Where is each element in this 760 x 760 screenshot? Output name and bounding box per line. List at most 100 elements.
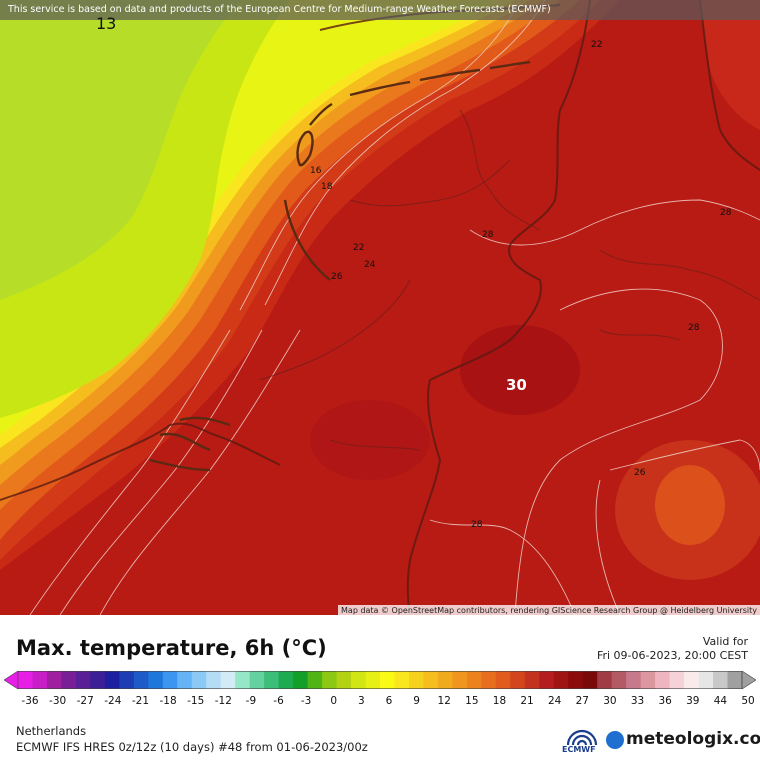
legend-swatch — [351, 671, 367, 689]
legend-tick-label: 15 — [465, 695, 479, 707]
legend-arrow-left — [4, 671, 19, 689]
legend-tick-label: -36 — [21, 695, 39, 707]
legend-tick-label: 33 — [630, 695, 645, 707]
legend-swatch — [177, 671, 193, 689]
legend-swatch — [220, 671, 236, 689]
legend-tick-label: 18 — [492, 695, 507, 707]
contour-label: 28 — [720, 208, 732, 218]
legend-swatch — [597, 671, 613, 689]
ecmwf-logo-icon[interactable] — [560, 717, 604, 757]
temperature-map[interactable]: This service is based on data and produc… — [0, 0, 760, 615]
legend-swatch — [75, 671, 91, 689]
temperature-field — [0, 0, 760, 615]
legend-swatch — [568, 671, 584, 689]
legend-swatch — [336, 671, 352, 689]
legend-swatch — [698, 671, 714, 689]
legend-swatch — [32, 671, 48, 689]
legend-tick-label: -12 — [214, 695, 232, 707]
legend-swatch — [380, 671, 395, 689]
legend-frame — [17, 671, 743, 689]
legend-swatch — [206, 671, 222, 689]
contour-label: 24 — [364, 260, 376, 270]
contour-label: 18 — [321, 182, 333, 192]
legend-swatch — [640, 671, 656, 689]
legend-swatch — [191, 671, 207, 689]
legend-tick-label: 0 — [330, 695, 338, 707]
legend-swatch — [495, 671, 511, 689]
legend-swatch — [307, 671, 323, 689]
legend-tick-label: 27 — [575, 695, 589, 707]
legend-tick-label: -27 — [76, 695, 94, 707]
contour-label: 22 — [591, 40, 603, 50]
contour-label: 26 — [331, 272, 343, 282]
legend-arrow-right — [741, 671, 756, 689]
contour-label: 16 — [310, 166, 322, 176]
legend-swatch — [90, 671, 106, 689]
legend-swatch — [437, 671, 453, 689]
legend-tick-label: -3 — [300, 695, 312, 707]
legend-tick-label: -30 — [49, 695, 67, 707]
legend-swatch — [249, 671, 265, 689]
legend-swatch — [582, 671, 598, 689]
legend-swatch — [684, 671, 700, 689]
legend-swatch — [423, 671, 439, 689]
legend-swatch — [539, 671, 555, 689]
legend-tick-label: 21 — [520, 695, 534, 707]
legend-tick-label: 44 — [713, 695, 728, 707]
legend-swatch — [278, 671, 294, 689]
legend-swatch — [104, 671, 120, 689]
legend-swatch — [133, 671, 149, 689]
legend-swatch — [46, 671, 62, 689]
legend-swatch — [510, 671, 526, 689]
legend-tick-label: 24 — [548, 695, 562, 707]
legend-swatch — [553, 671, 569, 689]
legend-swatch — [162, 671, 178, 689]
legend-tick-label: -24 — [104, 695, 122, 707]
legend-tick-label: 39 — [686, 695, 700, 707]
contour-label: 13 — [96, 14, 117, 33]
contour-label: 28 — [471, 520, 483, 530]
legend-swatch — [466, 671, 482, 689]
model-info: ECMWF IFS HRES 0z/12z (10 days) #48 from… — [16, 740, 368, 754]
max-temperature-label: 30 — [506, 376, 527, 394]
legend-swatch — [626, 671, 642, 689]
ecmwf-logo-text: ECMWF — [562, 745, 596, 754]
legend-tick-label: 30 — [603, 695, 617, 707]
legend-swatch — [524, 671, 540, 689]
legend-swatch — [669, 671, 685, 689]
legend-tick-label: 12 — [437, 695, 451, 707]
legend-tick-labels: -36 -30 -27 -24 -21 -18 -15 -12 -9 -6 -3 0 3 6 9 12 15 18… — [0, 695, 760, 709]
legend-tick-label: -15 — [187, 695, 205, 707]
contour-label: 22 — [353, 243, 365, 253]
legend-swatch — [727, 671, 743, 689]
legend-swatch — [61, 671, 77, 689]
legend-tick-label: 3 — [358, 695, 365, 707]
contour-label: 26 — [634, 468, 646, 478]
legend-tick-label: 36 — [658, 695, 672, 707]
legend-swatch — [119, 671, 135, 689]
legend-tick-label: 6 — [385, 695, 393, 707]
legend-tick-label: -9 — [245, 695, 257, 707]
legend-swatch — [408, 671, 424, 689]
legend-swatch — [452, 671, 468, 689]
valid-for-label: Valid for — [702, 635, 748, 648]
legend-swatch — [611, 671, 627, 689]
meteologix-brand[interactable]: meteologix.com — [626, 729, 760, 749]
map-attribution[interactable]: Map data © OpenStreetMap contributors, r… — [338, 605, 760, 615]
legend-swatch — [148, 671, 164, 689]
map-title: Max. temperature, 6h (°C) — [16, 636, 327, 660]
legend-swatch — [481, 671, 497, 689]
ecmwf-notice: This service is based on data and produc… — [0, 0, 760, 20]
legend-tick-label: -21 — [131, 695, 150, 707]
legend-tick-label: -18 — [159, 695, 177, 707]
contour-label: 28 — [688, 323, 700, 333]
legend-swatch — [713, 671, 729, 689]
region-name: Netherlands — [16, 724, 87, 738]
legend-swatch — [264, 671, 280, 689]
meteologix-logo-icon[interactable] — [606, 731, 624, 749]
legend-tick-label: -6 — [273, 695, 284, 707]
legend-swatch — [293, 671, 309, 689]
legend-swatch — [365, 671, 381, 689]
legend-swatch — [322, 671, 338, 689]
legend-swatch — [18, 671, 33, 689]
